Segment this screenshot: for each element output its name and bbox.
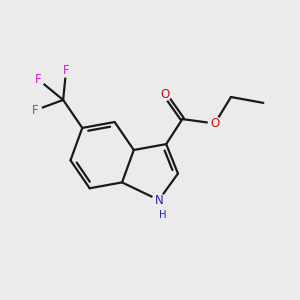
Circle shape xyxy=(29,104,42,117)
Circle shape xyxy=(156,209,169,222)
Circle shape xyxy=(158,88,171,100)
Circle shape xyxy=(152,194,165,206)
Text: O: O xyxy=(210,117,219,130)
Circle shape xyxy=(208,117,221,130)
Circle shape xyxy=(32,73,45,86)
Text: O: O xyxy=(160,88,169,100)
Circle shape xyxy=(60,64,73,77)
Text: F: F xyxy=(32,104,38,117)
Text: N: N xyxy=(154,194,163,207)
Text: H: H xyxy=(159,210,166,220)
Text: F: F xyxy=(63,64,69,77)
Text: F: F xyxy=(35,73,41,86)
